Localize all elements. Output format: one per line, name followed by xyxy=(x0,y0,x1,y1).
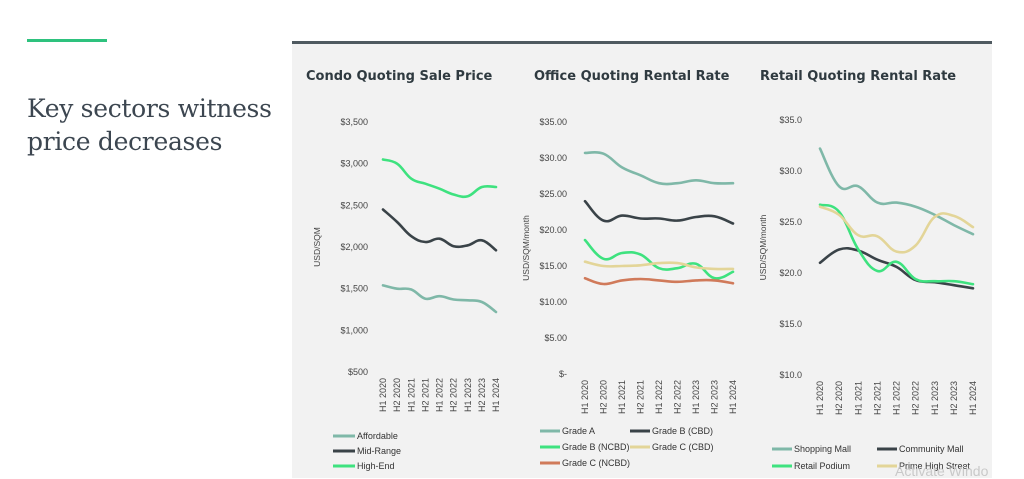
series-line-grade-b-cbd xyxy=(585,201,733,223)
x-tick-label: H1 2022 xyxy=(654,380,664,414)
series-line-shopping-mall xyxy=(820,149,973,235)
legend-label-high-end: High-End xyxy=(357,461,395,471)
x-tick-label: H2 2021 xyxy=(420,378,430,412)
legend-label-affordable: Affordable xyxy=(357,431,398,441)
legend-label-shopping-mall: Shopping Mall xyxy=(794,444,851,454)
y-tick-label: $25.00 xyxy=(539,189,567,199)
x-tick-label: H2 2021 xyxy=(872,381,882,415)
y-tick-label: $1,500 xyxy=(340,284,368,294)
y-tick-label: $3,000 xyxy=(340,159,368,169)
y-tick-label: $30.00 xyxy=(539,153,567,163)
x-tick-label: H1 2022 xyxy=(892,381,902,415)
legend-label-retail-podium: Retail Podium xyxy=(794,461,850,471)
chart-condo-quoting-sale-price: Condo Quoting Sale Price USD/SQM $500 $1,00… xyxy=(306,69,501,471)
legend-label-community-mall: Community Mall xyxy=(899,444,964,454)
x-tick-label: H1 2020 xyxy=(815,381,825,415)
x-tick-label: H2 2022 xyxy=(911,381,921,415)
x-tick-label: H1 2024 xyxy=(491,378,501,412)
y-tick-label: $10.00 xyxy=(539,297,567,307)
x-tick-label: H2 2022 xyxy=(673,380,683,414)
y-axis-label: USD/SQM xyxy=(312,227,322,267)
x-tick-label: H1 2022 xyxy=(435,378,445,412)
y-tick-label: $30.0 xyxy=(779,166,802,176)
y-tick-label: $10.0 xyxy=(779,370,802,380)
x-tick-label: H2 2020 xyxy=(599,380,609,414)
y-tick-label: $- xyxy=(559,369,567,379)
x-tick-label: H2 2020 xyxy=(392,378,402,412)
y-tick-label: $25.0 xyxy=(779,217,802,227)
x-tick-label: H2 2020 xyxy=(834,381,844,415)
y-axis-label: USD/SQM/month xyxy=(758,214,768,280)
x-tick-label: H2 2023 xyxy=(710,380,720,414)
series-line-grade-c-ncbd xyxy=(585,278,733,284)
legend-label-grade-b-cbd: Grade B (CBD) xyxy=(652,426,713,436)
x-tick-label: H1 2023 xyxy=(463,378,473,412)
y-tick-label: $15.0 xyxy=(779,319,802,329)
series-line-high-end xyxy=(383,160,496,197)
y-tick-label: $2,000 xyxy=(340,242,368,252)
chart-retail-quoting-rental-rate: Retail Quoting Rental Rate USD/SQM/month $… xyxy=(758,69,978,471)
y-tick-label: $3,500 xyxy=(340,117,368,127)
x-tick-label: H1 2024 xyxy=(968,381,978,415)
x-tick-label: H2 2023 xyxy=(949,381,959,415)
y-tick-label: $15.00 xyxy=(539,261,567,271)
y-tick-label: $20.0 xyxy=(779,268,802,278)
x-tick-label: H1 2020 xyxy=(580,380,590,414)
x-tick-label: H1 2021 xyxy=(853,381,863,415)
legend-label-mid-range: Mid-Range xyxy=(357,446,401,456)
x-tick-label: H2 2022 xyxy=(449,378,459,412)
chart-title: Office Quoting Rental Rate xyxy=(534,69,730,84)
series-line-grade-b-ncbd xyxy=(585,240,733,278)
y-tick-label: $35.00 xyxy=(539,117,567,127)
chart-title: Retail Quoting Rental Rate xyxy=(760,69,956,84)
chart-office-quoting-rental-rate: Office Quoting Rental Rate USD/SQM/month $… xyxy=(521,69,738,468)
y-axis-label: USD/SQM/month xyxy=(521,215,531,281)
y-tick-label: $500 xyxy=(348,367,368,377)
series-line-affordable xyxy=(383,285,496,312)
y-tick-label: $35.0 xyxy=(779,115,802,125)
legend-label-grade-c-ncbd: Grade C (NCBD) xyxy=(562,458,630,468)
y-tick-label: $5.00 xyxy=(544,333,567,343)
legend-label-grade-b-ncbd: Grade B (NCBD) xyxy=(562,442,630,452)
series-line-mid-range xyxy=(383,210,496,251)
series-line-retail-podium xyxy=(820,205,973,285)
chart-title: Condo Quoting Sale Price xyxy=(306,69,493,84)
legend-label-grade-c-cbd: Grade C (CBD) xyxy=(652,442,714,452)
legend-label-grade-a: Grade A xyxy=(562,426,595,436)
windows-activation-watermark: Activate Windo xyxy=(895,463,988,479)
x-tick-label: H1 2020 xyxy=(378,378,388,412)
series-line-prime-high-street xyxy=(820,207,973,253)
y-tick-label: $1,000 xyxy=(340,325,368,335)
x-tick-label: H2 2023 xyxy=(477,378,487,412)
x-tick-label: H1 2021 xyxy=(406,378,416,412)
x-tick-label: H2 2021 xyxy=(636,380,646,414)
y-tick-label: $20.00 xyxy=(539,225,567,235)
series-line-grade-a xyxy=(585,152,733,184)
x-tick-label: H1 2021 xyxy=(617,380,627,414)
y-tick-label: $2,500 xyxy=(340,200,368,210)
x-tick-label: H1 2023 xyxy=(930,381,940,415)
x-tick-label: H1 2024 xyxy=(728,380,738,414)
x-tick-label: H1 2023 xyxy=(691,380,701,414)
